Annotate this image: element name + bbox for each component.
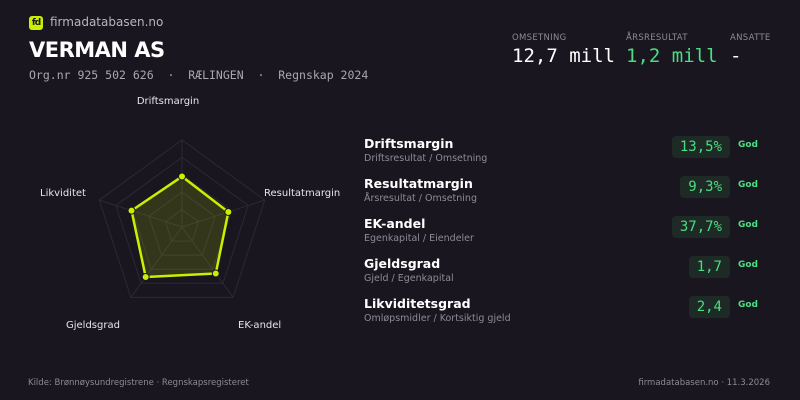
axis-label-resultatmargin: Resultatmargin (264, 188, 341, 199)
radar-ring (115, 156, 249, 284)
radar-point-ek-andel (211, 269, 220, 278)
company-name: VERMAN AS (29, 38, 165, 62)
metric-row: Resultatmargin Årsresultat / Omsetning 9… (364, 176, 764, 216)
site-name[interactable]: firmadatabasen.no (50, 15, 164, 29)
kpi-value-omsetning: 12,7 mill (512, 45, 615, 67)
metric-row: Driftsmargin Driftsresultat / Omsetning … (364, 136, 764, 176)
metric-description: Egenkapital / Eiendeler (364, 233, 474, 244)
radar-axis-line (99, 199, 183, 228)
metric-name: Driftsmargin (364, 136, 454, 151)
metric-value: 37,7% (671, 216, 730, 238)
axis-label-gjeldsgrad: Gjeldsgrad (66, 320, 120, 331)
kpi-label-arsresultat: ÅRSRESULTAT (626, 33, 688, 43)
axis-label-ek-andel: EK-andel (238, 320, 282, 331)
metric-value: 13,5% (671, 136, 730, 158)
metric-description: Omløpsmidler / Kortsiktig gjeld (364, 313, 511, 324)
radar-axis-line (181, 226, 234, 298)
kpi-label-omsetning: OMSETNING (512, 33, 567, 43)
metric-description: Gjeld / Egenkapital (364, 273, 454, 284)
radar-point-resultatmargin (224, 207, 233, 216)
radar-point-likviditet (127, 206, 136, 215)
radar-axis-line (181, 199, 265, 228)
metric-status-badge: God (737, 220, 758, 230)
metric-row: Likviditetsgrad Omløpsmidler / Kortsikti… (364, 296, 764, 336)
metric-name: Gjeldsgrad (364, 256, 441, 271)
radar-ring (148, 191, 216, 256)
metric-value: 2,4 (688, 296, 730, 318)
radar-ring (164, 208, 200, 242)
footer-site-date: firmadatabasen.no · 11.3.2026 (638, 378, 770, 388)
radar-series-area (130, 175, 230, 279)
metric-status-badge: God (737, 140, 758, 150)
metric-row: EK-andel Egenkapital / Eiendeler 37,7% G… (364, 216, 764, 256)
radar-axis-line (130, 226, 183, 298)
metric-status-badge: God (737, 300, 758, 310)
metric-value: 1,7 (688, 256, 730, 278)
metric-name: EK-andel (364, 216, 426, 231)
axis-label-driftsmargin: Driftsmargin (136, 96, 200, 107)
metric-status-badge: God (737, 180, 758, 190)
company-subtitle: Org.nr 925 502 626 · RÆLINGEN · Regnskap… (29, 68, 369, 82)
metric-row: Gjeldsgrad Gjeld / Egenkapital 1,7 God (364, 256, 764, 296)
metric-name: Resultatmargin (364, 176, 473, 191)
radar-point-gjeldsgrad (141, 272, 150, 281)
kpi-label-ansatte: ANSATTE (730, 33, 771, 43)
radar-chart (98, 139, 266, 298)
kpi-value-ansatte: - (730, 45, 742, 67)
metric-value: 9,3% (680, 176, 730, 198)
metric-description: Driftsresultat / Omsetning (364, 153, 488, 164)
kpi-value-arsresultat: 1,2 mill (626, 45, 718, 67)
axis-label-likviditet: Likviditet (40, 188, 86, 199)
footer-source: Kilde: Brønnøysundregistrene · Regnskaps… (28, 378, 249, 388)
metric-description: Årsresultat / Omsetning (364, 193, 477, 204)
radar-ring (98, 139, 266, 298)
radar-point-driftsmargin (178, 172, 186, 181)
metric-name: Likviditetsgrad (364, 296, 471, 311)
metric-status-badge: God (737, 260, 758, 270)
logo-icon: fd (29, 16, 43, 30)
